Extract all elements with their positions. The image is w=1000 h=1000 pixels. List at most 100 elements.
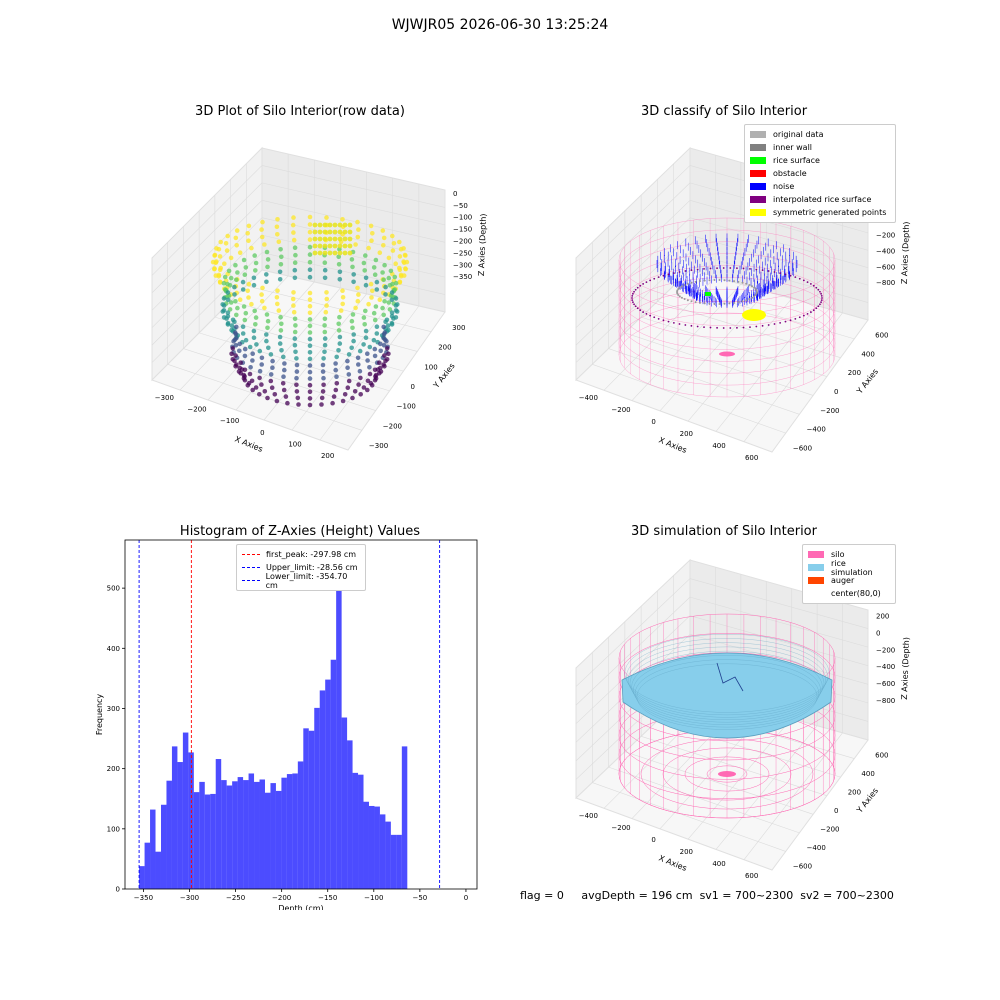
point-marker — [293, 323, 298, 328]
point-marker — [320, 389, 326, 394]
point-marker — [351, 332, 357, 337]
point-marker — [377, 297, 383, 302]
point-marker — [324, 296, 330, 302]
point-marker — [259, 355, 265, 361]
point-marker — [251, 335, 257, 340]
interpolated-point — [645, 312, 648, 315]
point-marker — [393, 280, 399, 286]
point-marker — [324, 215, 329, 220]
legend-label: symmetric generated points — [773, 208, 887, 217]
point-marker — [225, 297, 231, 303]
interpolated-point — [812, 309, 815, 312]
point-marker — [253, 385, 259, 390]
y-tick-label: 500 — [107, 585, 120, 593]
point-marker — [216, 246, 222, 252]
grid-line — [151, 200, 263, 311]
point-marker — [342, 392, 348, 397]
interpolated-point — [729, 267, 732, 269]
point-marker — [243, 337, 249, 343]
point-marker — [333, 361, 338, 366]
x-tick-label: 0 — [260, 429, 264, 437]
point-marker — [292, 260, 298, 265]
legend-label: obstacle — [773, 169, 807, 178]
point-marker — [365, 351, 370, 356]
point-marker — [312, 250, 318, 256]
point-marker — [250, 351, 255, 356]
point-marker — [307, 244, 313, 250]
point-marker — [345, 358, 350, 364]
point-marker — [337, 269, 343, 275]
point-marker — [372, 317, 378, 323]
point-marker — [245, 231, 250, 236]
point-marker — [317, 236, 323, 242]
point-marker — [327, 236, 333, 242]
x-tick-label: 600 — [745, 454, 758, 462]
histogram-bar — [401, 746, 408, 889]
point-marker — [233, 353, 238, 358]
y-tick-label: 200 — [848, 788, 861, 796]
interpolated-point — [722, 267, 725, 269]
point-marker — [274, 398, 280, 404]
histogram-bar — [177, 762, 183, 889]
sv2-text: sv2 = 700~2300 — [800, 889, 894, 902]
point-marker — [336, 262, 342, 267]
legend-item: noise — [750, 180, 890, 193]
point-marker — [383, 292, 388, 297]
original-point — [754, 293, 757, 296]
grid-line — [207, 281, 315, 401]
point-marker — [232, 284, 237, 290]
point-marker — [347, 222, 353, 228]
point-marker — [277, 277, 283, 282]
point-marker — [251, 282, 257, 288]
rice-surface-point — [705, 292, 711, 296]
grid-line — [575, 234, 691, 346]
original-point — [686, 282, 689, 285]
y-tick-label: −200 — [820, 407, 839, 415]
point-marker — [386, 300, 392, 305]
point-marker — [350, 312, 356, 317]
interpolated-point — [633, 303, 635, 306]
point-marker — [307, 363, 313, 368]
y-tick-label: 300 — [452, 324, 465, 332]
x-axis-label: X Axies — [657, 854, 688, 873]
point-marker — [293, 349, 298, 355]
histogram-bar — [215, 759, 222, 889]
y-tick-label: 600 — [875, 331, 888, 339]
point-marker — [322, 349, 327, 355]
point-marker — [347, 236, 353, 242]
point-marker — [353, 242, 358, 247]
original-point — [718, 302, 721, 305]
z-tick-label: −50 — [453, 202, 468, 210]
z-tick-label: 0 — [453, 190, 457, 198]
interpolated-point — [632, 301, 634, 304]
histogram-bar — [199, 781, 205, 889]
point-marker — [401, 260, 407, 265]
point-marker — [330, 400, 335, 406]
point-marker — [380, 305, 385, 311]
point-marker — [380, 270, 385, 275]
point-marker — [331, 394, 337, 399]
original-point — [676, 291, 678, 293]
point-marker — [384, 346, 390, 351]
point-marker — [351, 279, 356, 285]
grid-line — [715, 725, 818, 850]
point-marker — [340, 288, 345, 293]
point-marker — [312, 236, 318, 242]
interpolated-point — [798, 316, 801, 319]
interpolated-point — [631, 295, 634, 297]
point-marker — [240, 287, 246, 292]
x-tick-label: −150 — [318, 894, 337, 902]
interpolated-point — [636, 286, 639, 289]
interpolated-point — [794, 317, 797, 320]
point-marker — [320, 369, 326, 374]
rice-mesh-line — [636, 663, 818, 730]
point-marker — [332, 222, 338, 228]
point-marker — [388, 268, 394, 274]
point-marker — [332, 250, 338, 256]
original-point — [708, 279, 711, 282]
x-tick-label: 200 — [680, 848, 693, 856]
point-marker — [372, 346, 378, 352]
point-marker — [225, 310, 231, 315]
original-point — [737, 280, 740, 283]
original-point — [753, 286, 756, 289]
